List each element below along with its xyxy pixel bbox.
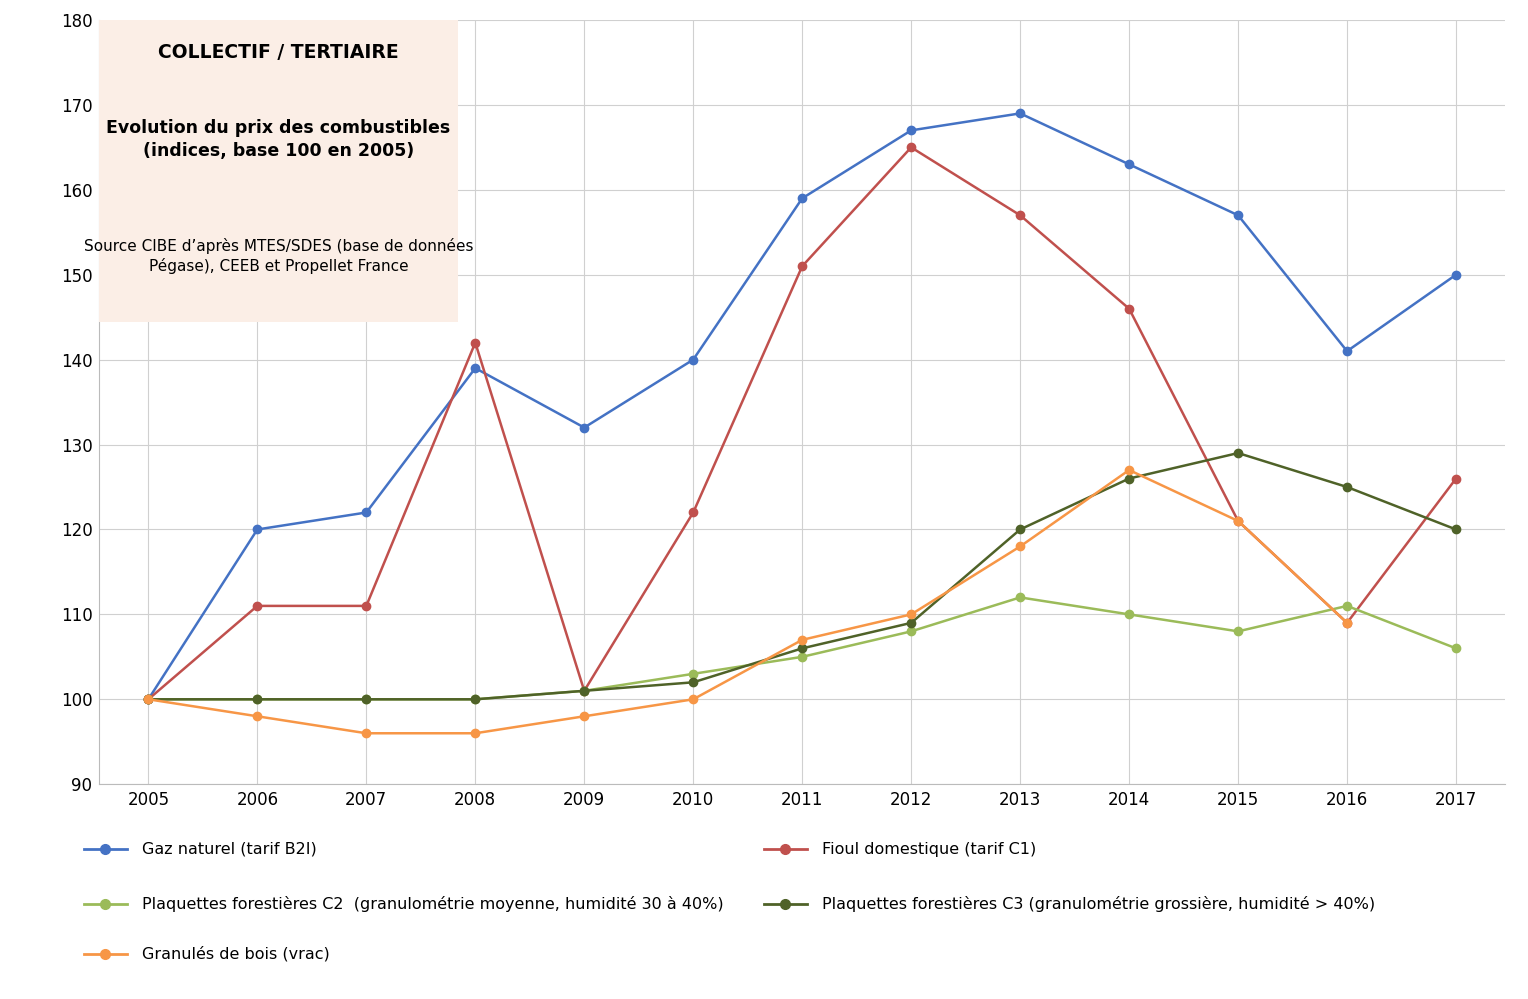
Text: Plaquettes forestières C2  (granulométrie moyenne, humidité 30 à 40%): Plaquettes forestières C2 (granulométrie… (142, 896, 724, 912)
Text: Fioul domestique (tarif C1): Fioul domestique (tarif C1) (822, 841, 1036, 857)
Text: Plaquettes forestières C3 (granulométrie grossière, humidité > 40%): Plaquettes forestières C3 (granulométrie… (822, 896, 1375, 912)
Text: Source CIBE d’après MTES/SDES (base de données
Pégase), CEEB et Propellet France: Source CIBE d’après MTES/SDES (base de d… (84, 238, 474, 275)
Text: Granulés de bois (vrac): Granulés de bois (vrac) (142, 946, 330, 962)
Text: Gaz naturel (tarif B2I): Gaz naturel (tarif B2I) (142, 841, 316, 857)
Text: Evolution du prix des combustibles
(indices, base 100 en 2005): Evolution du prix des combustibles (indi… (107, 119, 451, 160)
FancyBboxPatch shape (99, 20, 458, 322)
Text: COLLECTIF / TERTIAIRE: COLLECTIF / TERTIAIRE (159, 43, 399, 62)
